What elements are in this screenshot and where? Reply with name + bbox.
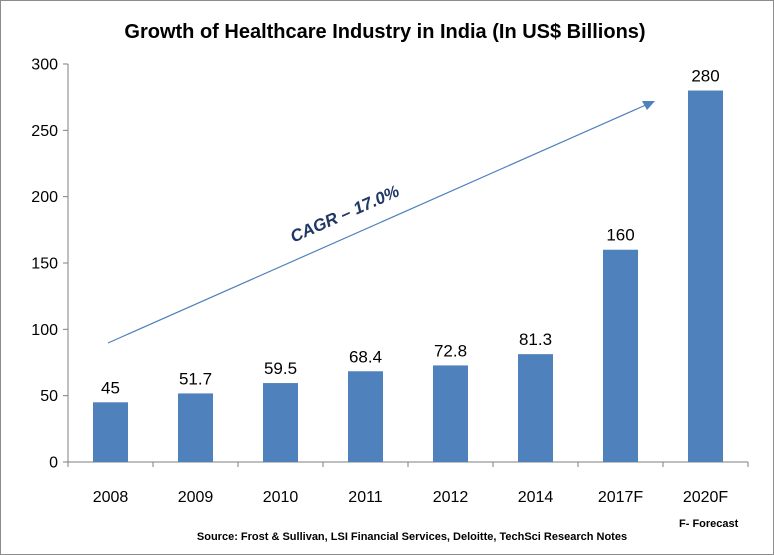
- bar-2008: [93, 402, 128, 462]
- y-tick-label: 250: [31, 123, 58, 140]
- y-axis: 0 50 100 150 200 250 300: [31, 57, 69, 472]
- data-label: 68.4: [349, 347, 382, 366]
- x-tick-label: 2009: [178, 489, 214, 506]
- data-label: 280: [691, 67, 719, 86]
- cagr-arrow-line: [107, 103, 649, 344]
- chart-title: Growth of Healthcare Industry in India (…: [124, 21, 645, 43]
- bar-2020f: [688, 90, 723, 463]
- x-tick-label: 2012: [433, 489, 469, 506]
- data-label: 72.8: [434, 341, 467, 360]
- data-label: 59.5: [264, 359, 297, 378]
- y-tick-label: 300: [31, 57, 58, 74]
- x-tick-label: 2011: [348, 489, 383, 506]
- forecast-note: F- Forecast: [679, 518, 739, 530]
- x-tick-label: 2017F: [598, 489, 644, 506]
- y-tick-label: 150: [31, 256, 58, 273]
- bar-2011: [348, 371, 383, 462]
- bar-2009: [178, 393, 213, 462]
- bar-series: [93, 90, 723, 463]
- y-tick-label: 50: [40, 388, 58, 405]
- data-label: 160: [606, 226, 634, 245]
- y-tick-label: 100: [31, 322, 58, 339]
- x-tick-label: 2008: [93, 489, 129, 506]
- x-tick-label: 2010: [263, 489, 299, 506]
- bar-2012: [433, 365, 468, 462]
- data-label: 51.7: [179, 369, 212, 388]
- x-tick-label: 2014: [518, 489, 554, 506]
- data-label: 45: [101, 378, 120, 397]
- cagr-arrow-head: [642, 101, 655, 110]
- y-tick-label: 200: [31, 189, 58, 206]
- y-tick-label: 0: [49, 455, 58, 472]
- bar-2014: [518, 354, 553, 462]
- data-label: 81.3: [519, 330, 552, 349]
- x-axis: 2008 2009 2010 2011 2012 2014 2017F 2020F: [67, 461, 749, 506]
- data-labels: 45 51.7 59.5 68.4 72.8 81.3 160 280: [101, 67, 720, 398]
- bar-2010: [263, 383, 298, 462]
- bar-2017f: [603, 249, 638, 462]
- x-tick-label: 2020F: [683, 489, 729, 506]
- cagr-label: CAGR – 17.0%: [287, 182, 402, 247]
- source-note: Source: Frost & Sullivan, LSI Financial …: [197, 531, 627, 543]
- cagr-annotation: CAGR – 17.0%: [107, 101, 655, 344]
